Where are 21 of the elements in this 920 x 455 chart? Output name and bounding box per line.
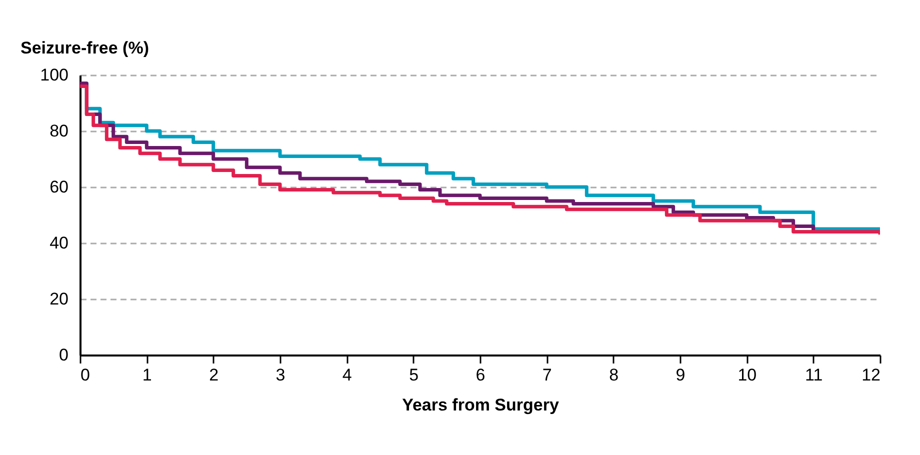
x-tick-label: 12 xyxy=(862,366,880,384)
y-tick-label: 40 xyxy=(50,234,68,252)
x-tick-label: 10 xyxy=(738,366,757,384)
x-tick-label: 5 xyxy=(409,366,419,384)
x-tick-label: 9 xyxy=(676,366,686,384)
y-axis-title: Seizure-free (%) xyxy=(20,38,149,58)
y-tick-label: 60 xyxy=(50,178,68,196)
y-tick-label: 80 xyxy=(50,122,68,140)
y-tick-label: 0 xyxy=(59,346,68,364)
x-tick-label: 1 xyxy=(142,366,152,384)
x-tick-label: 8 xyxy=(609,366,619,384)
x-tick-label: 6 xyxy=(476,366,486,384)
x-tick-label: 7 xyxy=(542,366,552,384)
x-axis-title: Years from Surgery xyxy=(402,396,560,414)
x-tick-label: 0 xyxy=(80,366,90,384)
x-tick-label: 11 xyxy=(805,366,823,384)
x-tick-label: 2 xyxy=(209,366,219,384)
x-tick-label: 4 xyxy=(342,366,352,384)
y-tick-label: 100 xyxy=(40,66,68,84)
x-tick-label: 3 xyxy=(276,366,286,384)
y-tick-label: 20 xyxy=(50,290,68,308)
